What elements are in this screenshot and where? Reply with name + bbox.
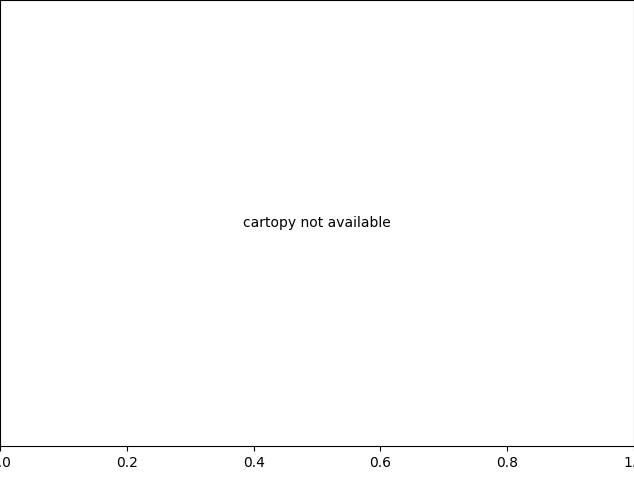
Text: cartopy not available: cartopy not available — [243, 216, 391, 230]
